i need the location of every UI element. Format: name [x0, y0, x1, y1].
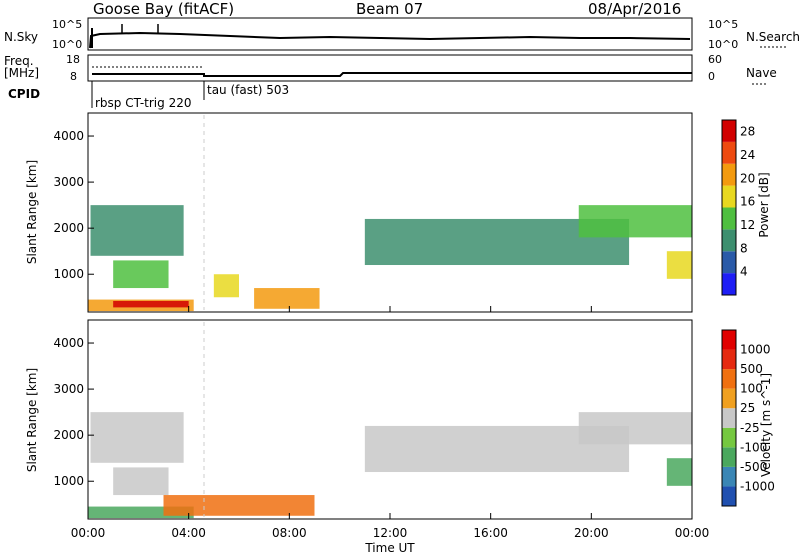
x-tick-label: 00:00	[675, 526, 710, 540]
noise-sky-trace	[89, 31, 691, 49]
y-tick-label: 4000	[53, 129, 84, 143]
echo-region-1	[90, 412, 184, 463]
colorbar-tick-label: -100	[740, 440, 767, 454]
colorbar-tick-label: -25	[740, 421, 760, 435]
y-tick-label: 3000	[53, 175, 84, 189]
echo-region-3	[113, 260, 169, 289]
velocity-panel: 1000 2000 3000 4000 00:00 04:00 08:00 12:00 16:…	[53, 319, 710, 540]
colorbar-segment	[722, 466, 736, 487]
colorbar-segment	[722, 141, 736, 164]
nave-tick-bottom: 0	[708, 70, 715, 83]
colorbar-segment	[722, 251, 736, 274]
colorbar-tick-label: 25	[740, 401, 755, 415]
xaxis-label: Time UT	[364, 541, 415, 554]
echo-region-2	[113, 467, 169, 496]
x-tick-label: 16:00	[473, 526, 508, 540]
noise-left-tick-bottom: 10^0	[52, 38, 83, 51]
colorbar-segment	[722, 207, 736, 230]
colorbar-segment	[722, 369, 736, 389]
colorbar-tick-label: 20	[740, 171, 755, 185]
colorbar-segment	[722, 486, 736, 506]
echo-region-5	[578, 412, 692, 445]
colorbar-segment	[722, 273, 736, 295]
echo-region-7	[578, 205, 692, 238]
echo-region-6	[666, 458, 692, 486]
freq-tick-bottom: 8	[70, 70, 77, 83]
colorbar-segment	[722, 427, 736, 448]
colorbar-tick-label: 24	[740, 148, 755, 162]
echo-region-0	[88, 506, 194, 519]
station-title: Goose Bay (fitACF)	[93, 0, 235, 18]
echo-region-3	[163, 495, 315, 516]
colorbar-segment	[722, 349, 736, 370]
beam-label: Beam 07	[356, 0, 424, 18]
freq-label-line1: Freq.	[4, 54, 34, 68]
colorbar-segment	[722, 120, 736, 142]
colorbar-tick-label: 28	[740, 125, 755, 139]
cpid-program-2: tau (fast) 503	[207, 83, 290, 97]
colorbar-segment	[722, 388, 736, 409]
freq-panel	[87, 54, 693, 82]
noise-sky-label: N.Sky	[4, 30, 39, 44]
colorbar-segment	[722, 163, 736, 186]
velocity-ylabel: Slant Range [km]	[25, 368, 39, 472]
y-tick-label: 2000	[53, 428, 84, 442]
nave-tick-top: 60	[708, 53, 722, 66]
colorbar-segment	[722, 447, 736, 467]
echo-region-4	[213, 274, 239, 298]
colorbar-tick-label: 4	[740, 265, 748, 279]
freq-tick-top: 18	[66, 53, 80, 66]
x-tick-label: 20:00	[574, 526, 609, 540]
freq-label-line2: [MHz]	[4, 66, 40, 80]
colorbar-tick-label: 500	[740, 362, 763, 376]
cpid-markers	[91, 81, 205, 108]
power-colorbar: 4 8 12 16 20 24 28	[721, 119, 755, 296]
colorbar-tick-label: -500	[740, 460, 767, 474]
x-tick-label: 08:00	[272, 526, 307, 540]
x-tick-label: 12:00	[373, 526, 408, 540]
y-tick-label: 1000	[53, 267, 84, 281]
y-tick-label: 1000	[53, 474, 84, 488]
noise-right-tick-bottom: 10^0	[708, 38, 739, 51]
freq-trace	[92, 72, 692, 77]
colorbar-segment	[722, 185, 736, 208]
noise-left-tick-top: 10^5	[52, 18, 83, 31]
noise-panel	[87, 17, 693, 51]
echo-region-1	[113, 300, 189, 308]
y-tick-label: 4000	[53, 336, 84, 350]
y-tick-label: 2000	[53, 221, 84, 235]
power-ylabel: Slant Range [km]	[25, 160, 39, 264]
cpid-label: CPID	[8, 87, 41, 101]
velocity-colorbar-label: Velocity [m s^-1]	[759, 373, 773, 477]
colorbar-segment	[722, 408, 736, 428]
cpid-program-1: rbsp CT-trig 220	[95, 96, 192, 110]
power-panel: 1000 2000 3000 4000	[53, 112, 693, 313]
velocity-colorbar: 1000 500 100 25 -25 -100 -500 -1000	[721, 329, 775, 507]
legend-dots	[752, 46, 786, 85]
colorbar-tick-label: 100	[740, 382, 763, 396]
colorbar-tick-label: 12	[740, 218, 755, 232]
colorbar-segment	[722, 330, 736, 350]
date-label: 08/Apr/2016	[588, 0, 682, 18]
echo-region-2	[90, 205, 184, 256]
x-tick-label: 00:00	[71, 526, 106, 540]
x-tick-label: 04:00	[171, 526, 206, 540]
echo-region-5	[254, 288, 320, 309]
power-colorbar-label: Power [dB]	[757, 172, 771, 237]
echo-region-8	[666, 251, 692, 279]
colorbar-segment	[722, 229, 736, 252]
colorbar-tick-label: 16	[740, 195, 755, 209]
colorbar-tick-label: -1000	[740, 479, 775, 493]
nave-label: Nave	[746, 66, 777, 80]
noise-search-label: N.Search	[746, 30, 800, 44]
colorbar-tick-label: 8	[740, 241, 748, 255]
noise-right-tick-top: 10^5	[708, 18, 739, 31]
colorbar-tick-label: 1000	[740, 343, 771, 357]
y-tick-label: 3000	[53, 382, 84, 396]
